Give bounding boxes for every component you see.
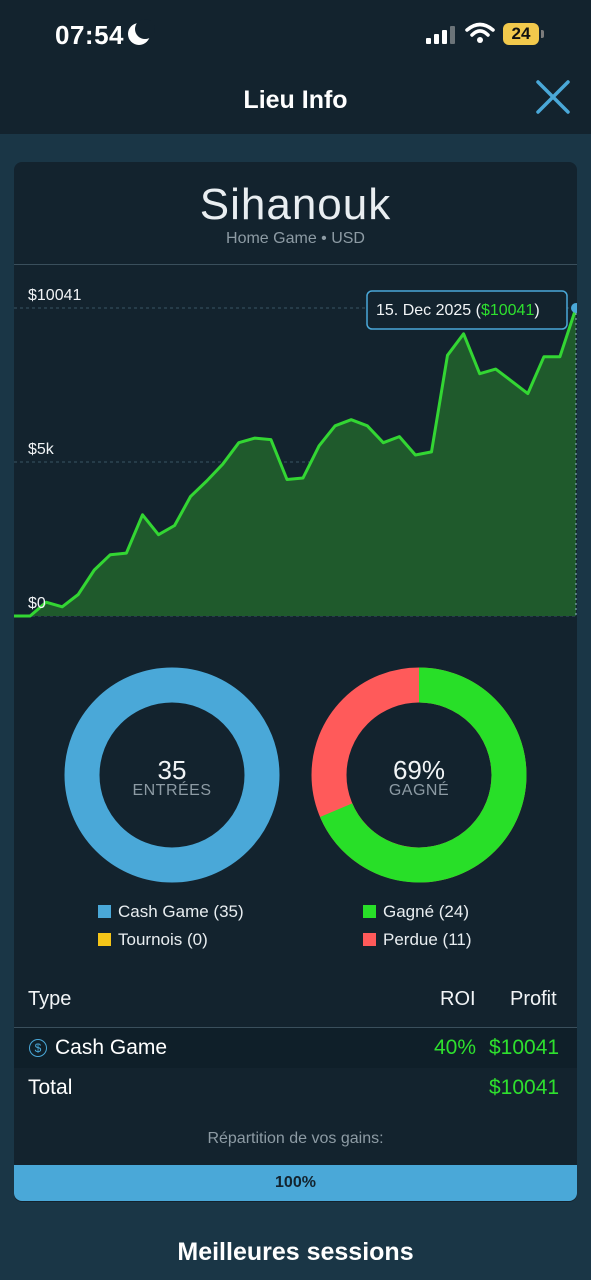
row-type: Cash Game	[55, 1036, 168, 1059]
venue-subtitle: Home Game • USD	[226, 230, 365, 247]
venue-name: Sihanouk	[199, 180, 392, 229]
row-roi: 40%	[434, 1036, 477, 1059]
legend-swatch	[363, 933, 376, 946]
divider	[14, 264, 577, 265]
signal-icon	[426, 26, 456, 44]
donut-segment-cash	[64, 667, 280, 883]
row-profit: $10041	[489, 1036, 560, 1059]
legend-label: Cash Game (35)	[118, 902, 244, 921]
status-bar: 07:54 24	[0, 0, 591, 70]
distribution-bar: 100%	[14, 1165, 577, 1201]
close-icon[interactable]	[534, 78, 572, 116]
legend-item-won: Gagné (24)	[363, 902, 469, 922]
legend-item-lost: Perdue (11)	[363, 930, 472, 950]
moon-icon	[128, 19, 155, 45]
legend-swatch	[98, 933, 111, 946]
legend-item-tournois: Tournois (0)	[98, 930, 208, 950]
status-time: 07:54	[55, 20, 124, 50]
win-label: GAGNÉ	[388, 782, 450, 799]
profit-line	[14, 307, 577, 618]
table-divider	[14, 1027, 577, 1028]
tooltip-text: 15. Dec 2025 ($10041)	[376, 302, 540, 319]
legend-swatch	[98, 905, 111, 918]
y-tick-label: $5k	[28, 441, 55, 458]
legend-label: Tournois (0)	[118, 930, 208, 949]
y-tick-label: $10041	[28, 287, 81, 304]
column-header-roi: ROI	[440, 988, 476, 1010]
donut-segment-won	[311, 667, 527, 883]
chart-tooltip: 15. Dec 2025 ($10041)	[366, 290, 568, 330]
dollar-icon: $	[29, 1039, 47, 1057]
page-title: Lieu Info	[243, 86, 348, 114]
chart-point-marker	[571, 303, 577, 313]
y-tick-label: $0	[28, 595, 46, 612]
legend-label: Perdue (11)	[383, 930, 472, 949]
win-percent: 69%	[392, 755, 446, 785]
nav-bar: Lieu Info	[0, 70, 591, 134]
entries-donut	[64, 667, 280, 883]
profit-chart[interactable]: $10041 $5k $0 15. Dec 2025 ($10041)	[14, 265, 577, 645]
legend-label: Gagné (24)	[383, 902, 469, 921]
battery-indicator: 24	[503, 23, 544, 45]
wifi-icon	[465, 22, 495, 43]
distribution-label: Répartition de vos gains:	[207, 1130, 384, 1147]
entries-count: 35	[157, 755, 187, 785]
distribution-bar-value: 100%	[275, 1174, 316, 1191]
column-header-type: Type	[28, 988, 72, 1010]
best-sessions-heading: Meilleures sessions	[177, 1238, 414, 1266]
legend-swatch	[363, 905, 376, 918]
profit-area	[14, 308, 576, 616]
venue-card: Sihanouk Home Game • USD $10041 $5k $0 1…	[14, 162, 577, 1202]
total-label: Total	[28, 1076, 73, 1099]
legend-item-cash: Cash Game (35)	[98, 902, 244, 922]
total-profit: $10041	[489, 1076, 560, 1099]
table-row-cash-game[interactable]	[14, 1028, 577, 1068]
entries-label: ENTRÉES	[132, 782, 212, 799]
wins-donut	[311, 667, 527, 883]
column-header-profit: Profit	[510, 988, 557, 1010]
